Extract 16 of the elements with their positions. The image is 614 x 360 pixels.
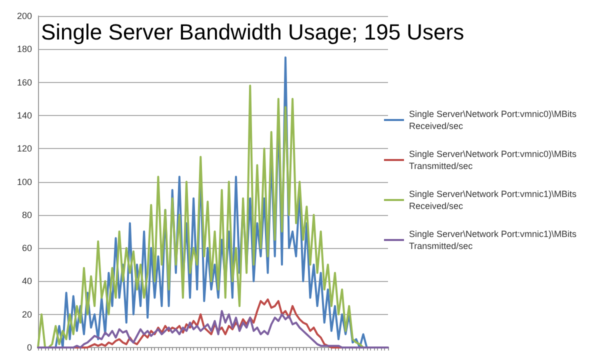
legend-label: Single Server\Network Port:vmnic0)\MBits Received/sec (409, 109, 580, 131)
y-tick-label: 40 (22, 276, 32, 286)
legend-label: Single Server\Network Port:vmnic0)\MBits Transmitted/sec (409, 149, 580, 171)
y-tick-label: 20 (22, 309, 32, 320)
y-tick-label: 60 (22, 243, 32, 254)
y-tick-label: 200 (16, 11, 32, 21)
chart-title: Single Server Bandwidth Usage; 195 Users (41, 20, 464, 44)
y-tick-label: 120 (16, 144, 32, 154)
legend-label: Single Server\Network Port:vmnic1)\MBits Transmitted/sec (409, 229, 580, 251)
y-tick-label: 100 (16, 176, 32, 187)
legend-label: Single Server\Network Port:vmnic1)\MBits Received/sec (409, 189, 580, 211)
y-tick-label: 160 (16, 77, 32, 88)
y-tick-label: 80 (22, 210, 32, 220)
y-tick-label: 0 (26, 342, 32, 352)
y-tick-label: 140 (16, 110, 32, 120)
y-tick-label: 180 (16, 44, 32, 54)
